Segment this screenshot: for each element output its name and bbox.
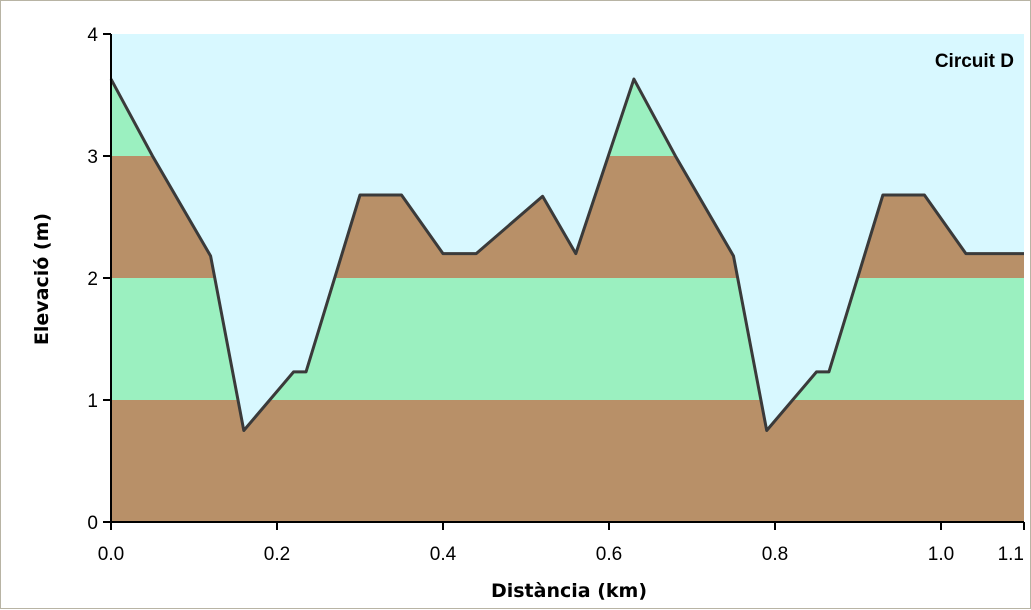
y-tick-label: 0 bbox=[87, 513, 98, 534]
x-tick-label: 0.0 bbox=[98, 544, 124, 565]
elevation-profile-line bbox=[109, 77, 1024, 432]
x-tick-label: 0.8 bbox=[762, 544, 788, 565]
elevation-band-0 bbox=[111, 400, 1024, 522]
y-tick-label: 4 bbox=[87, 25, 98, 46]
x-axis-ticks: 0.0 0.2 0.4 0.6 0.8 1.0 1.1 bbox=[98, 522, 1025, 565]
y-tick-label: 1 bbox=[87, 391, 98, 412]
y-tick-label: 3 bbox=[87, 147, 98, 168]
x-tick-label: 1.1 bbox=[998, 544, 1024, 565]
y-axis-title: Elevació (m) bbox=[31, 213, 53, 345]
x-tick-label: 0.4 bbox=[430, 544, 457, 565]
x-tick-label: 1.0 bbox=[928, 544, 954, 565]
x-tick-label: 0.6 bbox=[596, 544, 622, 565]
y-tick-label: 2 bbox=[87, 269, 98, 290]
x-axis-title: Distància (km) bbox=[491, 580, 647, 602]
x-tick-label: 0.2 bbox=[264, 544, 290, 565]
chart-title: Circuit D bbox=[935, 51, 1014, 72]
y-axis-ticks: 0 1 2 3 4 bbox=[87, 25, 111, 534]
